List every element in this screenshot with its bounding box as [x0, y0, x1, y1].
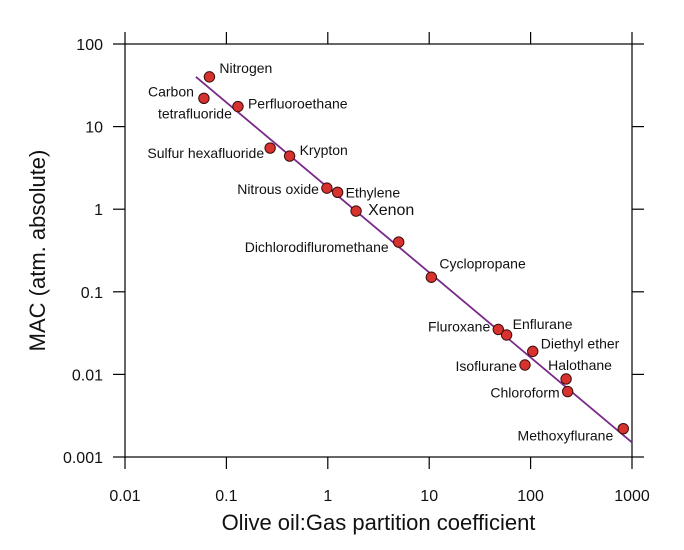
point-label: Nitrogen: [219, 60, 272, 76]
point-label: Nitrous oxide: [237, 181, 319, 197]
point-label-line: Carbon: [148, 83, 194, 99]
point-label: Fluroxane: [428, 318, 490, 334]
point-label: Carbon tetrafluoride: [148, 83, 232, 121]
x-tick-label: 100: [517, 488, 544, 505]
point-label-line: tetrafluoride: [158, 105, 232, 121]
point-label: Xenon: [368, 202, 414, 219]
data-point: [500, 329, 513, 341]
data-point: [527, 345, 539, 358]
point-label: Sulfur hexafluoride: [147, 145, 264, 161]
data-point: [392, 236, 405, 248]
point-label: Chloroform: [490, 385, 559, 401]
y-tick-label: 0.001: [63, 450, 103, 467]
x-tick-label: 1000: [614, 488, 650, 505]
point-label: Isoflurane: [455, 358, 517, 374]
data-point: [617, 423, 629, 435]
point-label: Halothane: [548, 357, 612, 373]
x-tick-label: 0.1: [215, 488, 237, 505]
fit-line: [195, 76, 633, 444]
data-point: [560, 373, 572, 385]
data-point: [519, 359, 531, 371]
y-tick-label: 0.1: [81, 285, 103, 302]
data-point: [350, 205, 362, 217]
data-point: [561, 385, 574, 398]
x-tick-label: 10: [420, 488, 438, 505]
data-point: [331, 186, 344, 199]
point-label: Ethylene: [346, 184, 401, 200]
y-tick-label: 10: [85, 120, 103, 137]
y-tick-label: 1: [94, 202, 103, 219]
point-label: Methoxyflurane: [518, 428, 614, 444]
point-label: Enflurane: [513, 316, 573, 332]
point-label: Krypton: [300, 142, 348, 158]
x-tick-label: 1: [323, 488, 332, 505]
point-label: Perfluoroethane: [248, 96, 348, 112]
data-point: [198, 92, 210, 105]
point-label: Diethyl ether: [541, 335, 620, 351]
data-point: [203, 71, 216, 83]
x-tick-label: 0.01: [109, 488, 140, 505]
data-point: [283, 150, 296, 162]
y-tick-label: 100: [76, 37, 103, 54]
point-label: Cyclopropane: [439, 255, 526, 271]
x-axis-title: Olive oil:Gas partition coefficient: [222, 510, 536, 535]
point-label: Dichlorodifluromethane: [245, 239, 389, 255]
data-point: [232, 100, 244, 113]
y-axis-title: MAC (atm. absolute): [25, 150, 50, 352]
axis-ticks: 0.01 0.1 1 10 100 1000 0.001 0.01 0.1 1 10 100: [63, 32, 650, 505]
data-points: [198, 71, 629, 435]
fit-line-layer: [195, 76, 633, 444]
data-point: [425, 271, 438, 283]
y-tick-label: 0.01: [72, 367, 103, 384]
plot-frame: [124, 43, 633, 458]
point-labels: Nitrogen Carbon tetrafluoride Perfluoroetha…: [147, 60, 619, 444]
plot-axes: [124, 43, 633, 458]
data-point: [492, 323, 504, 336]
data-point: [264, 142, 276, 154]
data-point: [321, 182, 333, 194]
